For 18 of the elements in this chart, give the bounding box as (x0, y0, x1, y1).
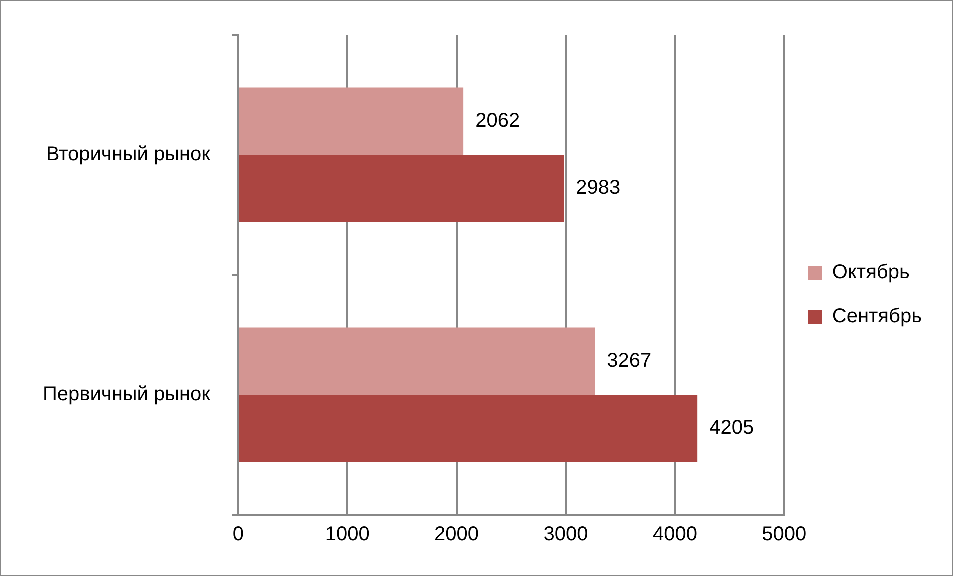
y-tick-label: Вторичный рынок (46, 144, 211, 166)
x-tick-label: 2000 (434, 524, 480, 546)
data-label: 2062 (476, 110, 520, 132)
x-tick-label: 1000 (325, 524, 370, 546)
bar (239, 328, 596, 395)
x-tick-label: 0 (232, 524, 244, 546)
x-tick-label: 4000 (652, 524, 698, 546)
bar (239, 88, 464, 155)
data-label: 4205 (710, 417, 754, 440)
data-label: 3267 (607, 350, 652, 372)
x-tick-label: 3000 (544, 524, 588, 546)
legend-label: Октябрь (832, 262, 910, 284)
legend-label: Сентябрь (832, 306, 922, 328)
x-tick-label: 5000 (762, 524, 807, 546)
data-label: 2983 (576, 177, 621, 200)
bar (239, 395, 698, 462)
y-tick-label: Первичный рынок (42, 384, 211, 406)
bar (239, 155, 564, 222)
